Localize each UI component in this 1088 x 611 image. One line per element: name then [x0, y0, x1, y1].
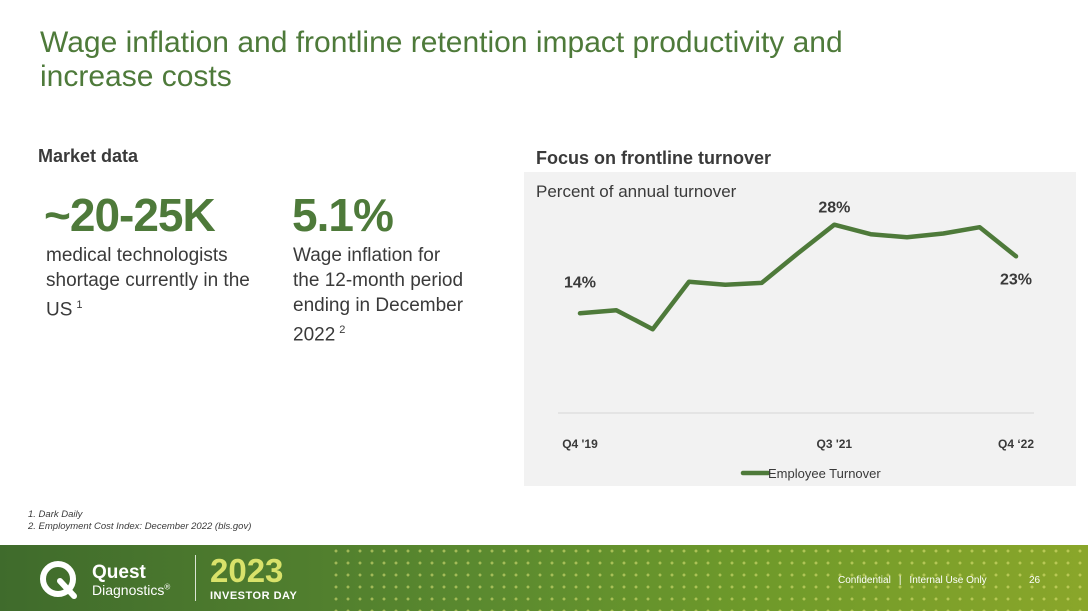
event-name: INVESTOR DAY [210, 590, 298, 602]
stat-wage-inflation-description: Wage inflation for the 12-month period e… [293, 243, 471, 347]
stat-shortage-value: ~20-25K [44, 189, 216, 241]
brand-subname-text: Diagnostics [92, 582, 165, 598]
stat-wage-text: Wage inflation for the 12-month period e… [293, 245, 464, 346]
footnotes: 1. Dark Daily 2. Employment Cost Index: … [28, 509, 251, 533]
confidential-separator: | [898, 575, 902, 586]
data-label: 14% [564, 274, 596, 291]
confidential-label: Confidential [838, 575, 891, 586]
footer-dot-pattern [330, 545, 1088, 611]
chart-subtitle: Percent of annual turnover [536, 182, 737, 201]
x-tick-label: Q3 '21 [817, 437, 853, 451]
series-line-employee-turnover [577, 222, 1019, 332]
internal-use-label: Internal Use Only [909, 575, 987, 586]
data-label: 23% [1000, 271, 1032, 288]
turnover-line-chart: Q4 '19 Q3 '21 Q4 ‘22 14% 28% 23% Employee Tu… [558, 200, 1034, 481]
chart-section-title: Focus on frontline turnover [536, 148, 772, 168]
page-number: 26 [1029, 575, 1041, 586]
stat-shortage-description: medical technologists shortage currently… [46, 243, 268, 322]
x-tick-label: Q4 ‘22 [998, 437, 1034, 451]
confidentiality-notice: Confidential | Internal Use Only [838, 575, 987, 586]
stat-shortage-text: medical technologists shortage currently… [46, 245, 250, 321]
x-tick-label: Q4 '19 [562, 437, 598, 451]
registered-mark: ® [164, 582, 171, 592]
quest-logo-icon [40, 561, 77, 599]
footnote-1: 1. Dark Daily [28, 509, 83, 520]
slide-title: Wage inflation and frontline retention i… [40, 26, 843, 93]
data-label: 28% [818, 200, 850, 217]
brand-name: Quest [92, 562, 146, 583]
footer-divider [195, 555, 196, 601]
footnote-ref-1: 1 [76, 299, 83, 311]
brand-subname: Diagnostics® [92, 582, 170, 598]
chart-panel [524, 172, 1076, 486]
market-data-label: Market data [38, 146, 139, 166]
event-year: 2023 [210, 552, 284, 589]
legend-label: Employee Turnover [768, 466, 881, 481]
footnote-ref-2: 2 [339, 324, 346, 336]
footer-bar: Quest Diagnostics® 2023 INVESTOR DAY Con… [0, 545, 1088, 611]
footnote-2: 2. Employment Cost Index: December 2022 … [28, 521, 252, 532]
stat-wage-inflation-value: 5.1% [292, 189, 394, 241]
